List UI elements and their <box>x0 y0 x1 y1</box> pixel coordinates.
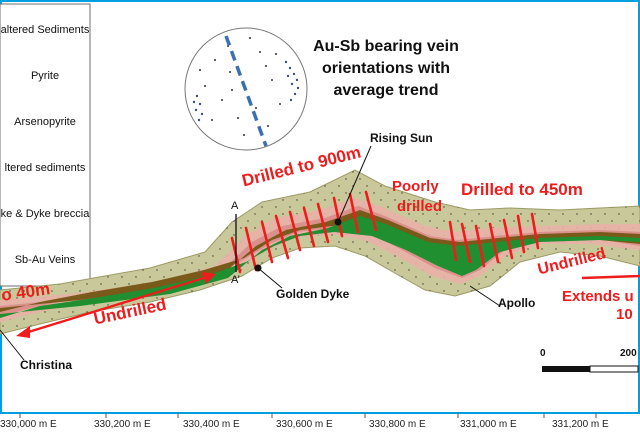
stereonet-title-line-1: Au-Sb bearing vein <box>313 38 459 55</box>
dyke-zone <box>0 210 640 312</box>
x-tick-330800: 330,800 m E <box>369 419 426 430</box>
annotation-extends: Extends u <box>562 288 634 305</box>
place-apollo: Apollo <box>498 296 536 310</box>
scale-bar-zero: 0 <box>540 348 546 359</box>
place-golden-dyke: Golden Dyke <box>276 287 350 301</box>
annotation-drilled-450: Drilled to 450m <box>461 180 583 199</box>
legend-box <box>0 3 91 287</box>
annotation-extends-distance: 10 <box>616 306 633 323</box>
legend-unaltered-sediments: ltered sediments <box>4 162 86 174</box>
section-a-prime-label: A’ <box>231 274 240 286</box>
average-trend-line <box>224 35 268 147</box>
x-tick-330200: 330,200 m E <box>94 419 151 430</box>
arsenopyrite-zone <box>0 206 640 316</box>
x-tick-330000: 330,000 m E <box>0 419 57 430</box>
x-axis-ticks <box>19 413 597 418</box>
legend-dyke-breccia: ke & Dyke breccia <box>0 208 90 220</box>
scale-bar <box>542 365 639 373</box>
legend-sb-au-veins: Sb-Au Veins <box>14 254 76 266</box>
legend-altered-sediments: altered Sediments <box>0 24 90 36</box>
christina-leader <box>0 329 25 361</box>
stereonet-title-line-3: average trend <box>333 82 439 99</box>
golden-dyke-leader <box>257 267 283 289</box>
extends-arrow <box>581 274 640 280</box>
annotation-drilled: drilled <box>397 198 443 215</box>
stereonet <box>184 27 308 151</box>
x-tick-330600: 330,600 m E <box>276 419 333 430</box>
section-a-label: A <box>231 200 239 212</box>
place-christina: Christina <box>20 358 73 372</box>
undrilled-left-arrow <box>16 272 216 338</box>
legend-pyrite: Pyrite <box>30 70 60 82</box>
x-tick-331000: 331,000 m E <box>460 419 517 430</box>
x-tick-330400: 330,400 m E <box>183 419 240 430</box>
place-rising-sun: Rising Sun <box>370 131 433 145</box>
scale-bar-end: 200 <box>620 348 637 359</box>
x-tick-331200: 331,200 m E <box>552 419 609 430</box>
annotation-poorly: Poorly <box>392 178 439 195</box>
rising-sun-leader <box>337 145 372 223</box>
legend-arsenopyrite: Arsenopyrite <box>14 116 76 128</box>
apollo-leader <box>469 285 501 307</box>
stereonet-title-line-2: orientations with <box>322 60 450 77</box>
